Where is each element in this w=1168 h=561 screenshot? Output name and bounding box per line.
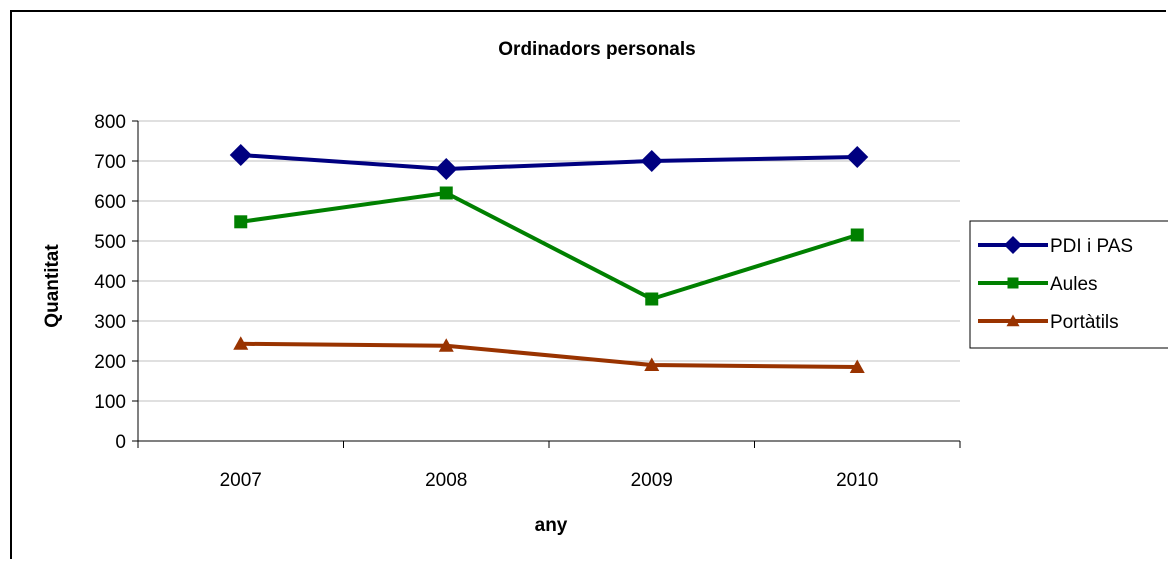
data-point [849,359,865,373]
y-tick-label: 300 [94,312,126,333]
series-line [240,153,858,171]
y-tick-label: 400 [94,272,126,293]
axes [132,120,961,448]
data-point [645,292,659,306]
x-tick-labels: 2007 2008 2009 2010 [220,470,879,491]
legend-swatch-marker [1006,314,1020,327]
data-point [234,215,248,229]
chart-title: Ordinadors personals [498,39,695,60]
legend: PDI i PAS Aules Portàtils [969,220,1168,349]
data-point [846,146,869,168]
x-tick-label: 2009 [631,470,673,491]
y-axis-title: Quantitat [42,244,63,328]
legend-label: PDI i PAS [1050,236,1133,257]
data-point [435,158,458,180]
data-point [439,186,453,200]
y-tick-label: 600 [94,192,126,213]
series-line [240,341,858,369]
y-tick-label: 500 [94,232,126,253]
data-point [644,357,660,371]
y-tick-label: 200 [94,352,126,373]
chart-frame [10,10,1166,559]
series-line [240,191,858,301]
x-tick-label: 2007 [220,470,262,491]
x-axis-title: any [535,515,568,536]
data-point [233,336,249,350]
legend-swatch-marker [1007,277,1019,289]
y-tick-label: 800 [94,112,126,133]
y-tick-label: 0 [115,432,126,453]
legend-swatch-marker [1004,236,1022,254]
data-point [850,228,864,242]
data-point [640,150,663,172]
x-tick-label: 2008 [425,470,467,491]
y-tick-label: 100 [94,392,126,413]
legend-label: Portàtils [1050,312,1119,333]
data-point [438,338,454,352]
legend-label: Aules [1050,274,1098,295]
x-tick-label: 2010 [836,470,878,491]
y-tick-label: 700 [94,152,126,173]
series [229,144,869,373]
gridlines [138,120,960,402]
y-tick-labels: 0 100 200 300 400 500 600 700 800 [94,112,126,453]
data-point [229,144,252,166]
